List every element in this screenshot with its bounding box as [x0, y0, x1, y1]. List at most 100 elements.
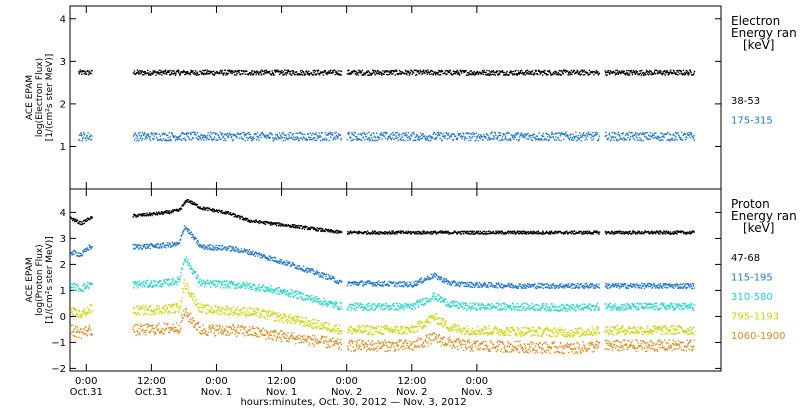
data-point: [308, 74, 310, 76]
data-point: [393, 281, 395, 283]
data-point: [265, 136, 267, 138]
data-point: [681, 131, 683, 134]
data-point: [540, 283, 542, 285]
data-point: [196, 241, 198, 243]
data-point: [271, 70, 273, 72]
data-point: [450, 73, 453, 75]
data-point: [648, 135, 651, 137]
data-point: [672, 231, 674, 233]
data-point: [480, 284, 482, 286]
data-point: [409, 72, 412, 74]
data-point: [155, 283, 157, 286]
data-point: [213, 282, 215, 284]
data-point: [139, 70, 142, 72]
data-point: [455, 232, 458, 234]
data-point: [667, 138, 670, 141]
data-point: [666, 139, 668, 142]
data-point: [242, 132, 244, 134]
data-point: [674, 138, 676, 141]
data-point: [657, 231, 659, 234]
data-point: [521, 69, 523, 72]
data-point: [419, 231, 421, 234]
data-point: [302, 226, 305, 228]
data-point: [393, 232, 396, 234]
data-point: [645, 132, 647, 134]
data-point: [492, 231, 495, 233]
data-point: [312, 272, 315, 275]
data-point: [679, 73, 681, 75]
data-point: [216, 280, 218, 282]
data-point: [196, 274, 199, 276]
data-point: [294, 74, 296, 76]
data-point: [164, 139, 166, 142]
data-point: [452, 73, 454, 76]
data-point: [546, 283, 548, 285]
data-point: [476, 230, 478, 232]
data-point: [267, 134, 269, 136]
data-point: [147, 72, 149, 74]
data-point: [391, 282, 393, 285]
data-point: [672, 134, 674, 136]
data-point: [556, 139, 558, 141]
data-point: [216, 285, 218, 287]
data-point: [422, 230, 424, 232]
data-point: [411, 286, 414, 288]
data-point: [630, 283, 632, 285]
data-point: [645, 73, 647, 76]
data-point: [260, 137, 262, 139]
data-point: [264, 69, 266, 72]
data-point: [209, 248, 211, 250]
data-point: [687, 283, 689, 285]
data-point: [555, 231, 558, 233]
data-point: [675, 232, 677, 234]
data-point: [225, 281, 227, 283]
data-point: [673, 135, 676, 137]
data-point: [400, 137, 402, 139]
data-point: [307, 227, 310, 229]
data-point: [222, 73, 224, 75]
data-point: [259, 254, 261, 256]
data-point: [439, 70, 441, 72]
data-point: [298, 225, 300, 227]
data-point: [256, 135, 258, 138]
data-point: [150, 242, 152, 245]
data-point: [233, 71, 235, 74]
data-point: [618, 139, 620, 141]
data-point: [611, 131, 614, 134]
data-point: [574, 72, 576, 75]
data-point: [693, 230, 695, 232]
y-tick-label: 1: [60, 286, 66, 297]
data-point: [625, 133, 627, 135]
data-point: [307, 133, 309, 136]
data-point: [677, 286, 680, 288]
data-point: [609, 70, 612, 72]
data-point: [417, 230, 419, 233]
data-point: [414, 136, 416, 139]
data-point: [155, 136, 158, 139]
data-point: [298, 132, 301, 134]
data-point: [680, 286, 682, 288]
data-point: [409, 233, 412, 235]
data-point: [178, 72, 181, 75]
data-point: [684, 71, 686, 74]
data-point: [84, 73, 86, 75]
data-point: [519, 231, 522, 234]
data-point: [439, 137, 441, 140]
data-point: [346, 73, 349, 75]
data-point: [661, 133, 663, 135]
data-point: [379, 233, 381, 235]
data-point: [469, 233, 471, 235]
data-point: [436, 132, 438, 134]
data-point: [135, 134, 138, 137]
data-point: [147, 133, 149, 135]
data-point: [269, 259, 271, 262]
data-point: [516, 74, 518, 76]
data-point: [370, 134, 372, 137]
data-point: [327, 72, 329, 75]
data-point: [184, 260, 186, 262]
data-point: [447, 134, 450, 136]
data-point: [259, 71, 261, 74]
data-point: [552, 282, 555, 285]
data-point: [341, 281, 343, 283]
data-point: [453, 70, 455, 73]
